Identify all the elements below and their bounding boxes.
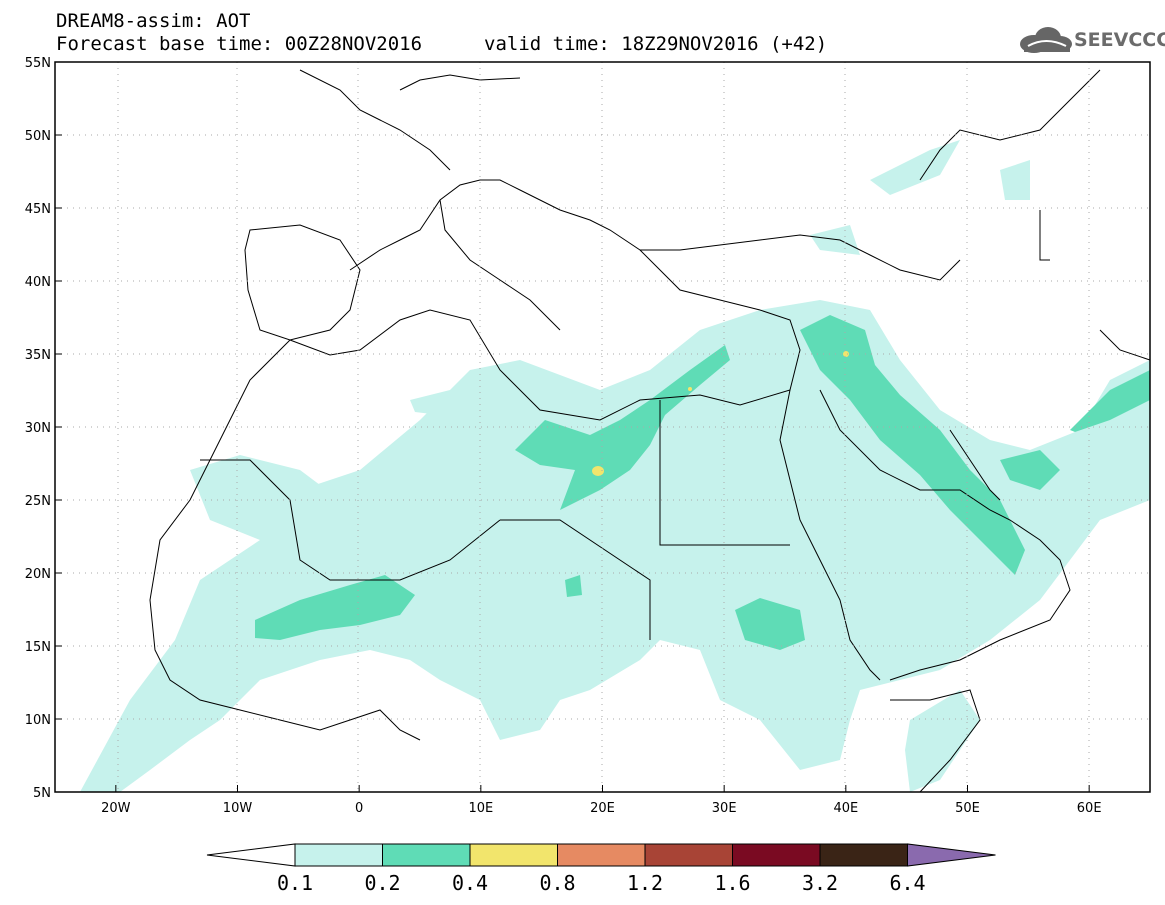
- colorbar-label: 0.1: [277, 871, 313, 895]
- lon-label: 10W: [223, 801, 253, 816]
- colorbar-cell: [557, 843, 646, 867]
- colorbar-cell: [469, 843, 558, 867]
- colorbar-label: 1.6: [714, 871, 750, 895]
- seevccc-logo: SEEVCCC: [1018, 22, 1165, 58]
- cloud-icon: [1020, 27, 1072, 53]
- forecast-base-time: Forecast base time: 00Z28NOV2016: [56, 33, 423, 55]
- lat-label: 45N: [25, 202, 51, 217]
- colorbar-high-arrow: [907, 843, 996, 867]
- aot-contours: [55, 62, 1150, 792]
- lat-label: 20N: [25, 567, 51, 582]
- lat-label: 55N: [25, 56, 51, 71]
- colorbar-label: 1.2: [627, 871, 663, 895]
- lon-label: 10E: [468, 801, 493, 816]
- colorbar-cell: [382, 843, 471, 867]
- lat-label: 50N: [25, 129, 51, 144]
- lon-label: 30E: [712, 801, 737, 816]
- lon-label: 20E: [590, 801, 615, 816]
- lat-label: 30N: [25, 421, 51, 436]
- colorbar-label: 0.2: [364, 871, 400, 895]
- logo-text: SEEVCCC: [1074, 29, 1165, 51]
- map-title: DREAM8-assim: AOT: [56, 10, 251, 32]
- aot-band-yellow: [592, 351, 849, 476]
- colorbar-cell: [644, 843, 733, 867]
- gridlines: [55, 62, 1150, 792]
- longitude-axis: 20W 10W 0 10E 20E 30E 40E 50E 60E: [101, 785, 1102, 816]
- lat-label: 5N: [33, 786, 51, 801]
- colorbar-low-arrow: [206, 843, 296, 867]
- colorbar-cell: [732, 843, 821, 867]
- lat-label: 40N: [25, 275, 51, 290]
- lon-label: 50E: [955, 801, 980, 816]
- latitude-axis: 55N 50N 45N 40N 35N 30N 25N 20N 15N 10N 5N: [25, 56, 62, 801]
- lat-label: 25N: [25, 494, 51, 509]
- lon-label: 0: [355, 801, 363, 816]
- colorbar-label: 6.4: [889, 871, 925, 895]
- lat-label: 35N: [25, 348, 51, 363]
- valid-time: valid time: 18Z29NOV2016 (+42): [484, 33, 828, 55]
- colorbar-cell: [819, 843, 908, 867]
- colorbar-cell: [294, 843, 383, 867]
- lon-label: 40E: [833, 801, 858, 816]
- aot-band-medium: [255, 315, 1150, 650]
- lon-label: 20W: [101, 801, 131, 816]
- lon-label: 60E: [1077, 801, 1102, 816]
- colorbar-label: 0.4: [452, 871, 488, 895]
- lat-label: 15N: [25, 640, 51, 655]
- coastlines: [149, 69, 1150, 792]
- lat-label: 10N: [25, 713, 51, 728]
- colorbar-label: 3.2: [802, 871, 838, 895]
- colorbar-label: 0.8: [539, 871, 575, 895]
